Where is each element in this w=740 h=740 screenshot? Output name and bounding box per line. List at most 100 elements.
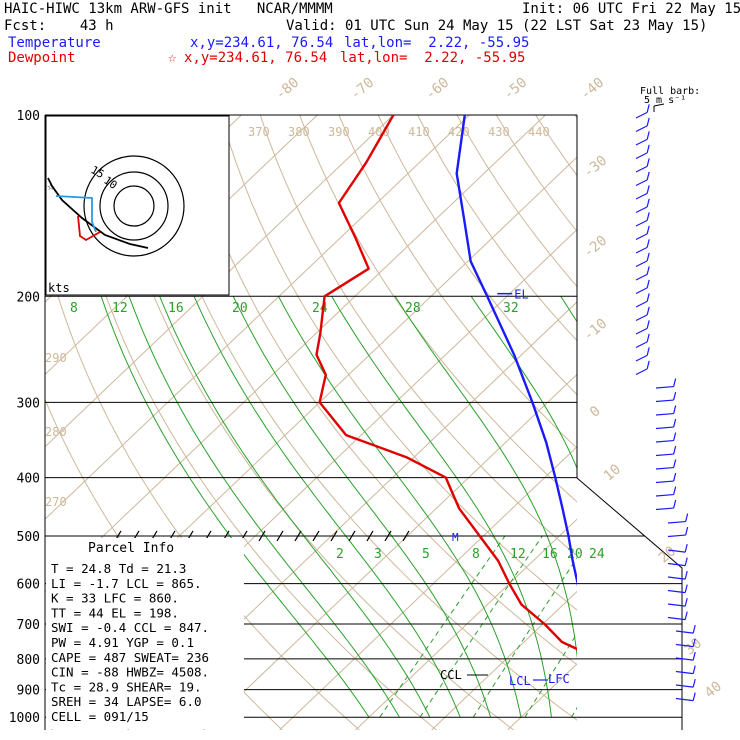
wind-barb — [655, 399, 674, 403]
wind-barb — [635, 246, 648, 254]
hodograph-ring — [83, 155, 185, 257]
wind-barb — [655, 385, 674, 389]
wind-barb-feather — [673, 391, 677, 401]
wind-barb — [635, 152, 648, 160]
lcl-marker-label: LCL — [509, 674, 531, 688]
dry-adiabat-line — [377, 115, 577, 396]
mixing-ratio-label: 20 — [232, 301, 248, 316]
pressure-tick-label: 200 — [17, 290, 40, 305]
freezing-hash-mark — [402, 530, 410, 542]
wind-barb-feather — [692, 651, 696, 661]
isotherm-tick-label: 40 — [702, 678, 725, 701]
mixing-ratio-label: 12 — [112, 301, 128, 316]
wind-barb-feather — [646, 171, 650, 181]
hodograph-red-trace — [77, 215, 101, 242]
wind-barb-feather — [673, 418, 677, 428]
mixing-ratio-label: 28 — [405, 301, 421, 316]
dry-adiabat-line — [63, 115, 437, 730]
wind-barb — [635, 273, 648, 281]
moist-adiabat-line — [470, 296, 577, 470]
wind-barb — [667, 549, 686, 553]
mixing-ratio-label: 12 — [510, 547, 526, 562]
wind-barb-feather — [646, 306, 650, 316]
mixing-ratio-line — [379, 535, 506, 718]
isotherm-tick-label: -40 — [578, 75, 608, 104]
wind-barb-feather — [684, 597, 688, 607]
wind-barb — [635, 192, 648, 200]
parcel-info-row: LI = -1.7 LCL = 865. — [51, 576, 202, 591]
isotherm-line — [355, 518, 577, 730]
freezing-hash-mark — [258, 530, 266, 542]
dewpoint-star-icon: ☆ — [168, 50, 177, 66]
dry-adiabat-line — [141, 115, 577, 721]
pressure-tick-label: 500 — [17, 530, 40, 545]
mixing-ratio-label: 24 — [589, 547, 605, 562]
mixing-ratio-label: 8 — [70, 301, 78, 316]
wind-barb — [675, 657, 694, 661]
wind-barb-feather — [692, 678, 696, 688]
barb-legend-flag — [653, 103, 665, 107]
pressure-tick-label: 100 — [17, 109, 40, 124]
parcel-info-row: T = 24.8 Td = 21.3 — [51, 561, 186, 576]
wind-barb — [675, 684, 694, 688]
pressure-tick-label: 600 — [17, 578, 40, 593]
dry-adiabat-line — [574, 115, 577, 119]
wind-barb — [655, 453, 674, 457]
wind-barb — [635, 179, 648, 187]
wind-barb — [667, 534, 686, 538]
temperature-legend-label: Temperature — [8, 35, 101, 51]
wind-barb-feather — [646, 333, 650, 343]
isotherm-line — [45, 115, 394, 448]
dry-adiabat-line — [259, 115, 577, 557]
dry-adiabat-label: 270 — [45, 495, 67, 509]
parcel-info-row: Tc = 28.9 SHEAR= 19. — [51, 679, 202, 694]
mixing-ratio-label: 32 — [503, 301, 519, 316]
hodograph-ring — [113, 185, 155, 227]
moist-adiabat-line — [703, 296, 740, 717]
parcel-info-row: CAPE = 487 SWEAT= 236 — [51, 650, 209, 665]
wind-barb — [635, 233, 648, 241]
freezing-hash-mark — [330, 530, 338, 542]
wind-barb — [667, 603, 686, 607]
isotherm-tick-label: -20 — [581, 233, 611, 262]
wind-barb — [655, 439, 674, 443]
wind-barb — [675, 670, 694, 675]
wind-barb — [635, 219, 648, 227]
wind-barb — [655, 493, 674, 497]
dry-adiabat-label: 280 — [45, 425, 67, 439]
wind-barb — [635, 125, 648, 133]
freezing-hash-mark — [384, 530, 392, 542]
parcel-info-box — [46, 538, 244, 729]
freezing-hash-mark — [366, 530, 374, 542]
barb-legend-title: Full barb: — [640, 86, 700, 97]
isotherm-tick-label: 30 — [682, 635, 705, 658]
isotherm-tick-label: 10 — [601, 461, 624, 484]
isotherm-line — [45, 115, 470, 520]
wind-barb-feather — [684, 557, 688, 566]
mixing-ratio-label: 16 — [542, 547, 558, 562]
wind-barb-feather — [685, 513, 689, 522]
mixing-ratio-label: 24 — [312, 301, 328, 316]
parcel-info-title: Parcel Info — [88, 541, 174, 556]
wind-barb-feather — [684, 570, 688, 580]
wind-barb — [635, 300, 648, 308]
wind-barb — [635, 287, 648, 295]
wind-barb-feather — [692, 665, 696, 674]
wind-barb-feather — [673, 499, 677, 509]
pressure-tick-label: 800 — [17, 653, 40, 668]
barb-legend-units: 5 m s⁻¹ — [644, 95, 686, 106]
wind-barb-feather — [646, 212, 650, 221]
hodograph-units-label: kts — [48, 281, 70, 295]
lfc-marker-label: LFC — [548, 672, 570, 686]
wind-barb-feather — [646, 131, 650, 140]
wind-barb — [667, 520, 686, 524]
wind-barb — [675, 697, 694, 702]
hodograph-black-trace — [47, 177, 149, 249]
hodograph-blue-trace — [55, 195, 97, 233]
moist-adiabat-line — [560, 296, 577, 323]
pressure-tick-label: 700 — [17, 618, 40, 633]
wind-barb — [655, 507, 674, 511]
freezing-hash-mark — [312, 530, 320, 542]
wind-barb — [635, 138, 648, 146]
wind-barb-feather — [673, 432, 677, 441]
